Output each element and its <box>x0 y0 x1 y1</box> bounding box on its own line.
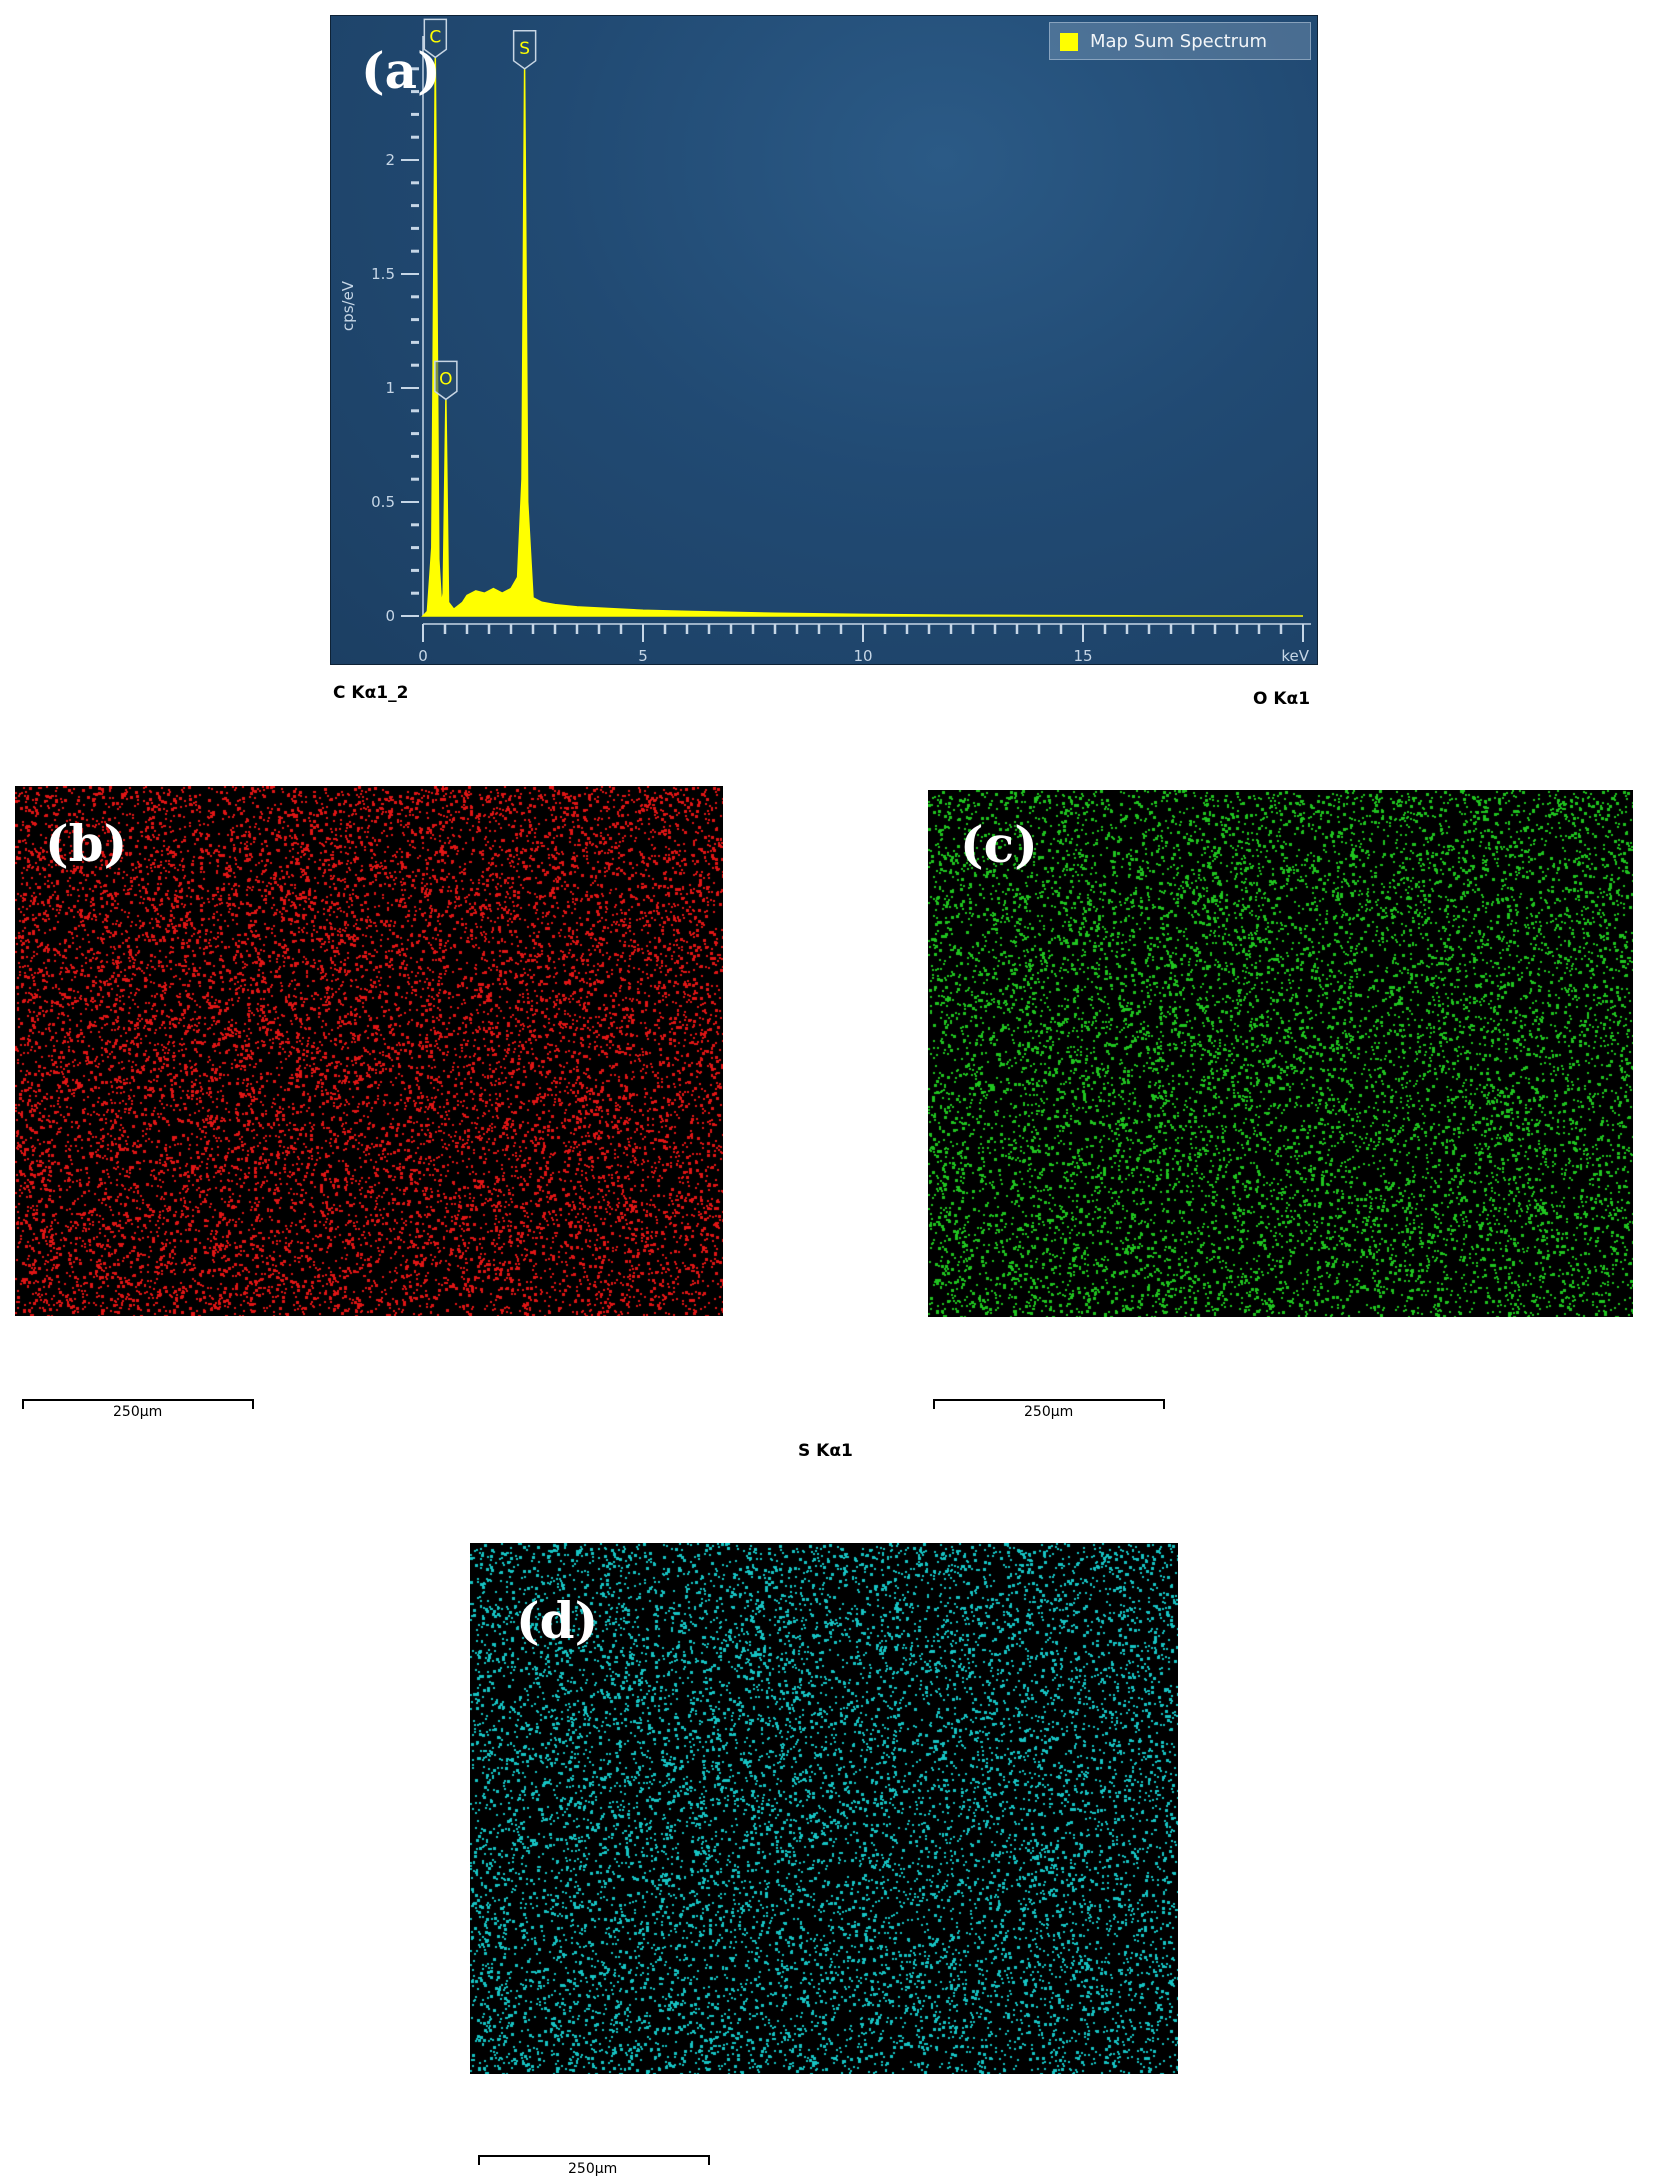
peak-marker-c: C <box>423 18 448 59</box>
y-tick-label: 2 <box>385 151 395 169</box>
scale-bar-d <box>478 2155 710 2165</box>
y-tick-label: 1.5 <box>371 265 395 283</box>
spectrum-plot: 0 0.5 1 1.5 2 cps/eV 0 5 10 15 keV C O S (a) <box>339 18 1311 665</box>
map-canvas-carbon <box>15 786 723 1316</box>
map-title-c: C Kα1_2 <box>333 683 409 703</box>
y-tick-label: 0 <box>385 607 395 625</box>
x-tick-label: 15 <box>1073 647 1092 665</box>
element-map-sulfur: (d) <box>470 1543 1178 2074</box>
peak-marker-label: C <box>429 27 441 47</box>
map-canvas-sulfur <box>470 1543 1178 2074</box>
y-axis-label: cps/eV <box>339 280 357 331</box>
legend: Map Sum Spectrum <box>1049 22 1311 60</box>
panel-label-c: (c) <box>960 815 1038 874</box>
scale-bar-b <box>22 1399 254 1409</box>
scale-label-c: 250μm <box>1024 1404 1074 1420</box>
legend-label: Map Sum Spectrum <box>1090 31 1268 52</box>
scale-bar-c <box>933 1399 1165 1409</box>
x-tick-label: 0 <box>418 647 428 665</box>
scale-label-b: 250μm <box>113 1404 163 1420</box>
panel-label-a: (a) <box>361 41 441 100</box>
y-tick-label: 1 <box>385 379 395 397</box>
x-axis-unit: keV <box>1281 647 1309 665</box>
legend-swatch <box>1060 33 1078 51</box>
map-canvas-oxygen <box>928 790 1633 1317</box>
peak-marker-box <box>423 18 448 59</box>
panel-label-b: (b) <box>45 814 128 873</box>
panel-label-d: (d) <box>516 1591 599 1650</box>
map-title-o: O Kα1 <box>1253 689 1311 709</box>
element-map-oxygen: (c) <box>928 790 1633 1317</box>
peak-marker-label: O <box>439 369 452 389</box>
spectrum-series <box>421 57 1303 617</box>
peak-marker-s: S <box>512 30 537 70</box>
x-tick-label: 5 <box>638 647 648 665</box>
peak-marker-o: O <box>434 360 458 401</box>
eds-spectrum-chart: 0 0.5 1 1.5 2 cps/eV 0 5 10 15 keV C O S (a) Map Sum S… <box>330 15 1318 665</box>
map-title-s: S Kα1 <box>798 1441 853 1461</box>
element-map-carbon: (b) <box>15 786 723 1316</box>
peak-marker-box <box>434 360 458 401</box>
peak-marker-box <box>512 30 537 70</box>
y-tick-label: 0.5 <box>371 493 395 511</box>
x-tick-label: 10 <box>853 647 872 665</box>
scale-label-d: 250μm <box>568 2161 618 2177</box>
peak-marker-label: S <box>519 39 530 59</box>
